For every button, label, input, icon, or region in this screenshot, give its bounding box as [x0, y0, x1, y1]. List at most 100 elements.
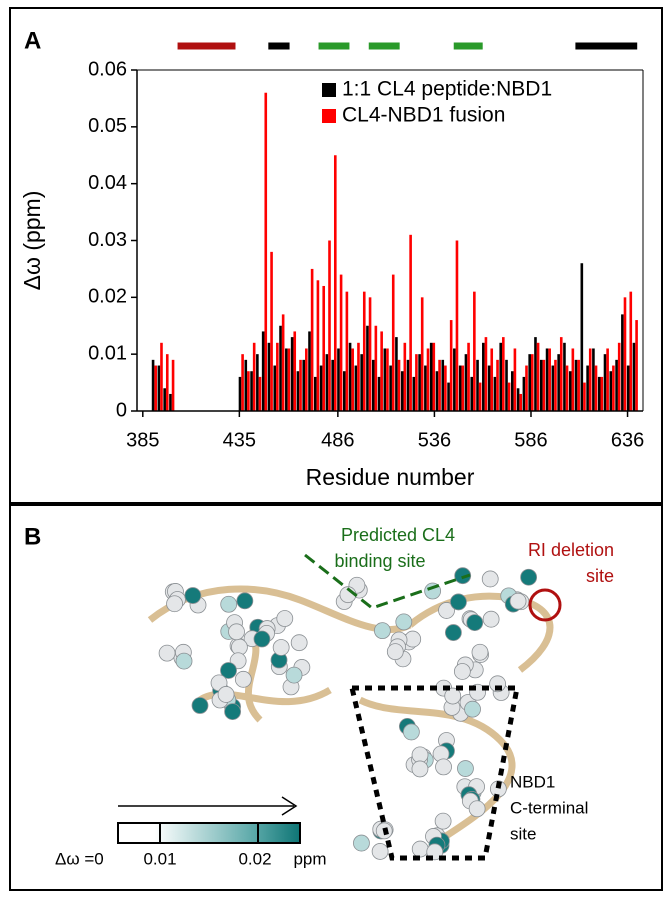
- bar: [244, 359, 248, 411]
- bar: [424, 365, 427, 411]
- residue-sphere: [450, 593, 467, 611]
- bar: [507, 382, 511, 411]
- bar: [530, 354, 534, 411]
- bar: [160, 342, 163, 411]
- bar: [409, 234, 412, 411]
- bar: [586, 365, 589, 411]
- bar: [154, 365, 157, 411]
- residue-sphere: [175, 652, 193, 670]
- bar: [493, 376, 497, 411]
- bar: [241, 354, 244, 411]
- bar: [551, 365, 555, 411]
- residue-sphere: [482, 610, 500, 628]
- bar: [261, 331, 265, 411]
- bar: [360, 354, 363, 411]
- bar: [420, 297, 424, 411]
- bar: [612, 365, 615, 411]
- bar: [484, 337, 488, 411]
- bar: [256, 354, 259, 411]
- residue-sphere: [444, 624, 462, 641]
- bar: [458, 365, 462, 411]
- colorbar-label: 0.02: [238, 849, 271, 868]
- bar: [580, 263, 584, 411]
- bar: [383, 348, 387, 411]
- bar: [281, 314, 285, 411]
- bar: [267, 342, 271, 411]
- legend-label: 1:1 CL4 peptide:NBD1: [342, 78, 552, 101]
- residue-sphere: [253, 630, 271, 648]
- bar: [542, 359, 546, 411]
- residue-sphere: [481, 570, 499, 588]
- annotation: site: [586, 566, 614, 586]
- bar: [389, 365, 392, 411]
- residue-sphere: [520, 568, 538, 586]
- residue-sphere: [220, 662, 237, 679]
- bar: [487, 365, 491, 411]
- bar: [571, 348, 575, 411]
- bar: [583, 382, 586, 411]
- residue-sphere: [434, 812, 452, 830]
- y-tick-label: 0.03: [88, 229, 127, 251]
- residue-sphere: [438, 602, 455, 619]
- bar: [415, 354, 418, 411]
- bar: [588, 348, 592, 411]
- bar: [438, 359, 441, 411]
- bar: [351, 348, 354, 411]
- bar: [499, 342, 503, 411]
- bar: [157, 365, 161, 411]
- annotation: C-terminal: [510, 798, 588, 817]
- bar: [285, 348, 288, 411]
- x-tick-label: 636: [611, 429, 644, 451]
- legend-swatch: [322, 109, 336, 123]
- bar: [314, 376, 317, 411]
- bar: [478, 382, 482, 411]
- bar: [325, 354, 329, 411]
- bar: [449, 320, 453, 411]
- bar: [502, 337, 505, 411]
- residue-sphere: [471, 643, 489, 661]
- bar: [510, 371, 514, 411]
- bar: [290, 337, 294, 411]
- site-marker: [528, 588, 562, 622]
- bar: [273, 365, 277, 411]
- bar: [592, 348, 595, 411]
- colorbar-label: ppm: [293, 849, 326, 868]
- bar: [310, 268, 314, 411]
- bar: [293, 331, 297, 411]
- bar: [333, 155, 337, 411]
- bar: [534, 337, 537, 411]
- bar: [577, 359, 580, 411]
- bar: [270, 251, 273, 411]
- ribbon: [358, 696, 516, 843]
- bar: [516, 388, 520, 411]
- panel-a-frame: [9, 7, 663, 504]
- residue-sphere: [166, 595, 183, 613]
- panel-b-frame: [9, 504, 663, 891]
- y-tick-label: 0.06: [88, 58, 127, 80]
- bar: [453, 348, 456, 411]
- residue-sphere: [509, 592, 527, 610]
- bar: [380, 331, 383, 411]
- bar: [490, 348, 494, 411]
- bar: [397, 359, 401, 411]
- bar: [342, 371, 346, 411]
- bar: [319, 365, 323, 411]
- bar: [163, 388, 166, 411]
- residue-sphere: [411, 746, 429, 764]
- bar: [426, 348, 430, 411]
- bar: [151, 359, 155, 411]
- bar: [400, 371, 404, 411]
- residue-sphere: [234, 670, 252, 688]
- bar: [600, 376, 604, 411]
- bar: [447, 382, 450, 411]
- bar: [328, 240, 331, 411]
- bar: [354, 365, 358, 411]
- bar: [366, 325, 369, 411]
- bar: [441, 359, 445, 411]
- bar: [565, 365, 569, 411]
- bar: [505, 359, 508, 411]
- residue-sphere: [236, 592, 254, 610]
- bar: [374, 325, 378, 411]
- x-tick-label: 586: [514, 429, 547, 451]
